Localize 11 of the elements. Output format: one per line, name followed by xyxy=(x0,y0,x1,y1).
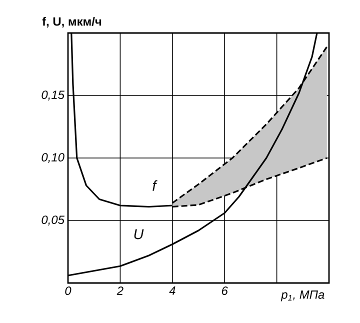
x-tick-label: 2 xyxy=(116,286,124,295)
y-tick-label: 0,05 xyxy=(42,216,65,226)
x-tick-label: 6 xyxy=(222,286,228,295)
x-tick-label: 0 xyxy=(65,286,72,295)
x-axis-title: p$_{1}$, МПа xyxy=(280,290,324,302)
y-axis-title: f, U, мкм/ч xyxy=(42,16,102,28)
y-tick-label: 0,15 xyxy=(42,90,65,100)
x-tick-label: 4 xyxy=(169,286,176,295)
annotation: U xyxy=(134,229,144,240)
annotation: f xyxy=(152,180,158,191)
y-tick-label: 0,10 xyxy=(42,153,64,163)
